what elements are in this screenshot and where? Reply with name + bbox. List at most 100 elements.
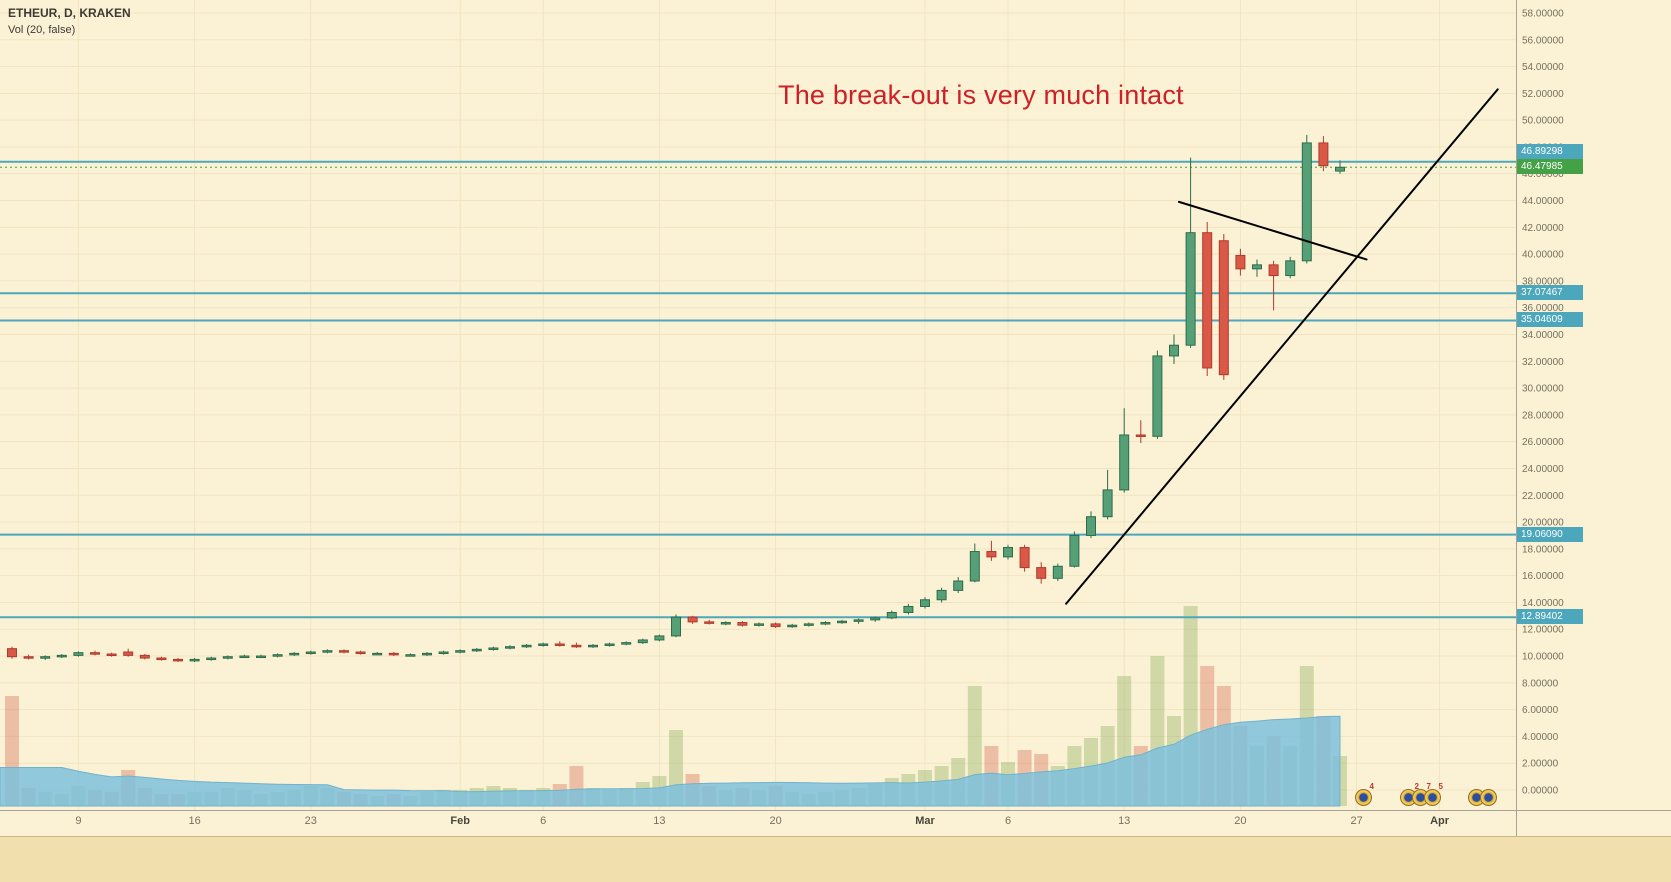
candle-body xyxy=(239,655,250,659)
price-tick-label: 10.00000 xyxy=(1522,652,1564,663)
price-tick-label: 0.00000 xyxy=(1522,786,1559,797)
candle-body xyxy=(222,656,233,659)
candle-body xyxy=(1335,166,1345,172)
candle-body xyxy=(488,647,499,650)
badge-count: 7 xyxy=(1426,782,1431,791)
candle-body xyxy=(1019,547,1030,569)
candle-body xyxy=(1202,232,1213,369)
badge-count: 2 xyxy=(1414,782,1419,791)
volume-ma-area xyxy=(0,715,1341,807)
candle-body xyxy=(206,657,217,661)
price-tick-label: 50.00000 xyxy=(1522,116,1564,127)
candle-body xyxy=(1152,355,1163,437)
time-axis-label: 9 xyxy=(75,815,81,827)
candle-body xyxy=(422,652,432,656)
text-annotation[interactable]: The break-out is very much intact xyxy=(778,80,1184,110)
candle-body xyxy=(1052,565,1063,579)
candle-body xyxy=(189,658,200,662)
badge-group: 4 xyxy=(1355,782,1374,806)
time-axis-label: 27 xyxy=(1350,815,1362,827)
price-tick-label: 32.00000 xyxy=(1522,357,1564,368)
candle-body xyxy=(272,654,283,657)
candle-body xyxy=(106,653,117,657)
time-axis-label: 20 xyxy=(769,815,781,827)
candle-body xyxy=(803,623,814,626)
user-badge-icon[interactable]: 5 xyxy=(1424,782,1443,806)
candle-body xyxy=(1235,254,1246,270)
candle-body xyxy=(604,643,615,646)
price-tick-label: 6.00000 xyxy=(1522,705,1559,716)
candle-body xyxy=(720,622,731,625)
price-tick-label: 12.00000 xyxy=(1522,625,1564,636)
badge-group xyxy=(1468,789,1497,806)
price-tick-label: 22.00000 xyxy=(1522,491,1564,502)
candle-body xyxy=(787,624,798,628)
last-price-tag[interactable]: 46.47985 xyxy=(1517,159,1583,175)
price-line-tag[interactable]: 35.04609 xyxy=(1517,312,1583,328)
time-axis-label: 23 xyxy=(305,815,317,827)
price-tick-label: 40.00000 xyxy=(1522,250,1564,261)
candle-body xyxy=(687,616,698,623)
price-line-tag[interactable]: 19.06090 xyxy=(1517,526,1583,542)
time-axis-label: Mar xyxy=(915,815,935,827)
candle-body xyxy=(870,617,881,621)
time-axis-label: 16 xyxy=(188,815,200,827)
candle-body xyxy=(139,654,150,659)
price-tick-label: 14.00000 xyxy=(1522,598,1564,609)
candle-body xyxy=(339,650,349,653)
user-badge-icon[interactable] xyxy=(1480,789,1497,806)
candle-body xyxy=(671,616,681,637)
price-tick-label: 36.00000 xyxy=(1522,303,1564,314)
chart-legend: ETHEUR, D, KRAKEN Vol (20, false) xyxy=(8,6,131,36)
price-tick-label: 30.00000 xyxy=(1522,384,1564,395)
candle-body xyxy=(920,599,930,607)
candle-body xyxy=(1069,534,1080,567)
candle-body xyxy=(853,619,864,622)
candle-body xyxy=(654,635,665,641)
candle-body xyxy=(621,642,632,645)
price-tick-label: 20.00000 xyxy=(1522,518,1564,529)
indicator-label[interactable]: Vol (20, false) xyxy=(8,24,76,36)
candle-body xyxy=(1285,260,1296,277)
candle-body xyxy=(372,652,383,656)
candle-body xyxy=(1135,434,1146,437)
price-tick-label: 44.00000 xyxy=(1522,196,1564,207)
candle-body xyxy=(289,652,300,656)
candle-body xyxy=(554,643,565,646)
price-tick-label: 4.00000 xyxy=(1522,732,1559,743)
candle-body xyxy=(40,656,51,659)
price-tick-label: 8.00000 xyxy=(1522,678,1559,689)
candle-body xyxy=(1102,489,1113,518)
price-line-tag[interactable]: 46.89298 xyxy=(1517,144,1583,160)
candle-body xyxy=(538,643,549,646)
price-line-tag[interactable]: 37.07467 xyxy=(1517,285,1583,301)
candle-body xyxy=(123,651,134,656)
candle-body xyxy=(637,639,648,644)
badge-count: 5 xyxy=(1438,782,1443,791)
time-axis-label: 13 xyxy=(653,815,665,827)
price-tick-label: 26.00000 xyxy=(1522,437,1564,448)
candle-body xyxy=(73,652,84,656)
symbol-title[interactable]: ETHEUR, D, KRAKEN xyxy=(8,6,131,20)
trend-line[interactable] xyxy=(1065,88,1499,605)
price-tick-label: 34.00000 xyxy=(1522,330,1564,341)
candle-body xyxy=(90,652,100,655)
price-axis[interactable]: 46.89298 46.47985 37.07467 35.04609 19.06090… xyxy=(1517,0,1671,810)
trend-line[interactable] xyxy=(1177,200,1368,261)
candle-body xyxy=(588,644,598,648)
candle-body xyxy=(1169,344,1179,357)
user-badge-icon[interactable]: 4 xyxy=(1355,782,1374,806)
candle-body xyxy=(173,658,183,662)
price-tick-label: 58.00000 xyxy=(1522,8,1564,19)
candle-body xyxy=(405,654,416,657)
candle-body xyxy=(1036,567,1047,579)
candle-body xyxy=(521,644,532,648)
price-line-tag[interactable]: 12.89402 xyxy=(1517,609,1583,625)
candle-body xyxy=(969,551,980,582)
candle-body xyxy=(505,646,515,649)
candle-body xyxy=(953,580,964,591)
price-tick-label: 28.00000 xyxy=(1522,410,1564,421)
